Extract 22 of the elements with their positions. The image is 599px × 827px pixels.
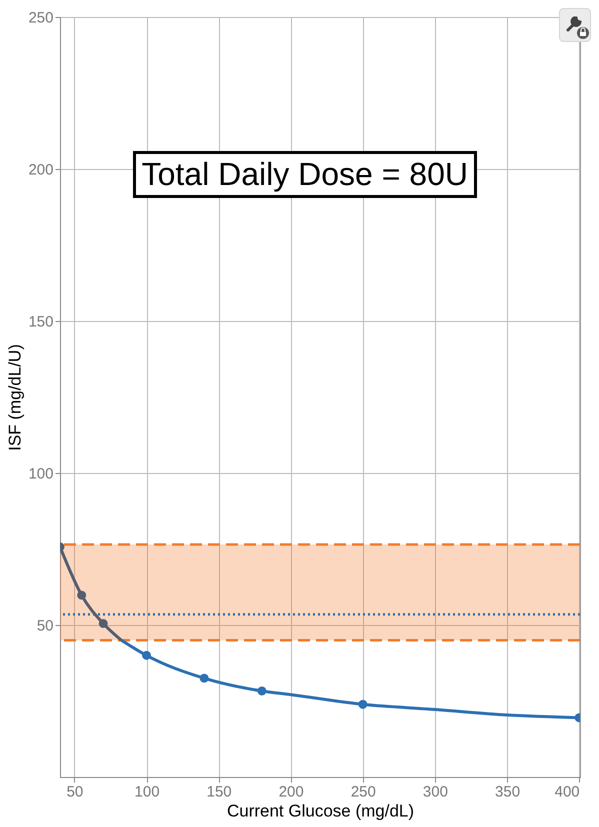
point	[77, 590, 86, 600]
point	[257, 686, 266, 696]
y-axis-title: ISF (mg/dL/U)	[5, 344, 24, 451]
x-tick-label: 350	[495, 784, 520, 800]
x-tick-label: 50	[66, 784, 84, 800]
y-tick-label: 100	[28, 466, 54, 482]
x-tick-label: 200	[278, 784, 304, 800]
point	[358, 700, 368, 709]
x-tick-label: 250	[350, 784, 376, 800]
annotation: Total Daily Dose = 80U	[132, 150, 477, 198]
point	[142, 650, 151, 660]
x-tick-label: 150	[206, 784, 232, 800]
point	[98, 619, 108, 628]
y-tick-label: 50	[36, 618, 54, 634]
y-tick-label: 200	[28, 162, 54, 178]
y-tick-label: 250	[28, 10, 54, 26]
x-axis-title: Current Glucose (mg/dL)	[226, 802, 414, 820]
x-tick-label: 100	[134, 784, 160, 800]
x-tick-label: 400	[554, 784, 580, 800]
point	[200, 674, 209, 683]
x-tick-label: 300	[422, 784, 448, 800]
y-tick-label: 150	[28, 314, 54, 330]
